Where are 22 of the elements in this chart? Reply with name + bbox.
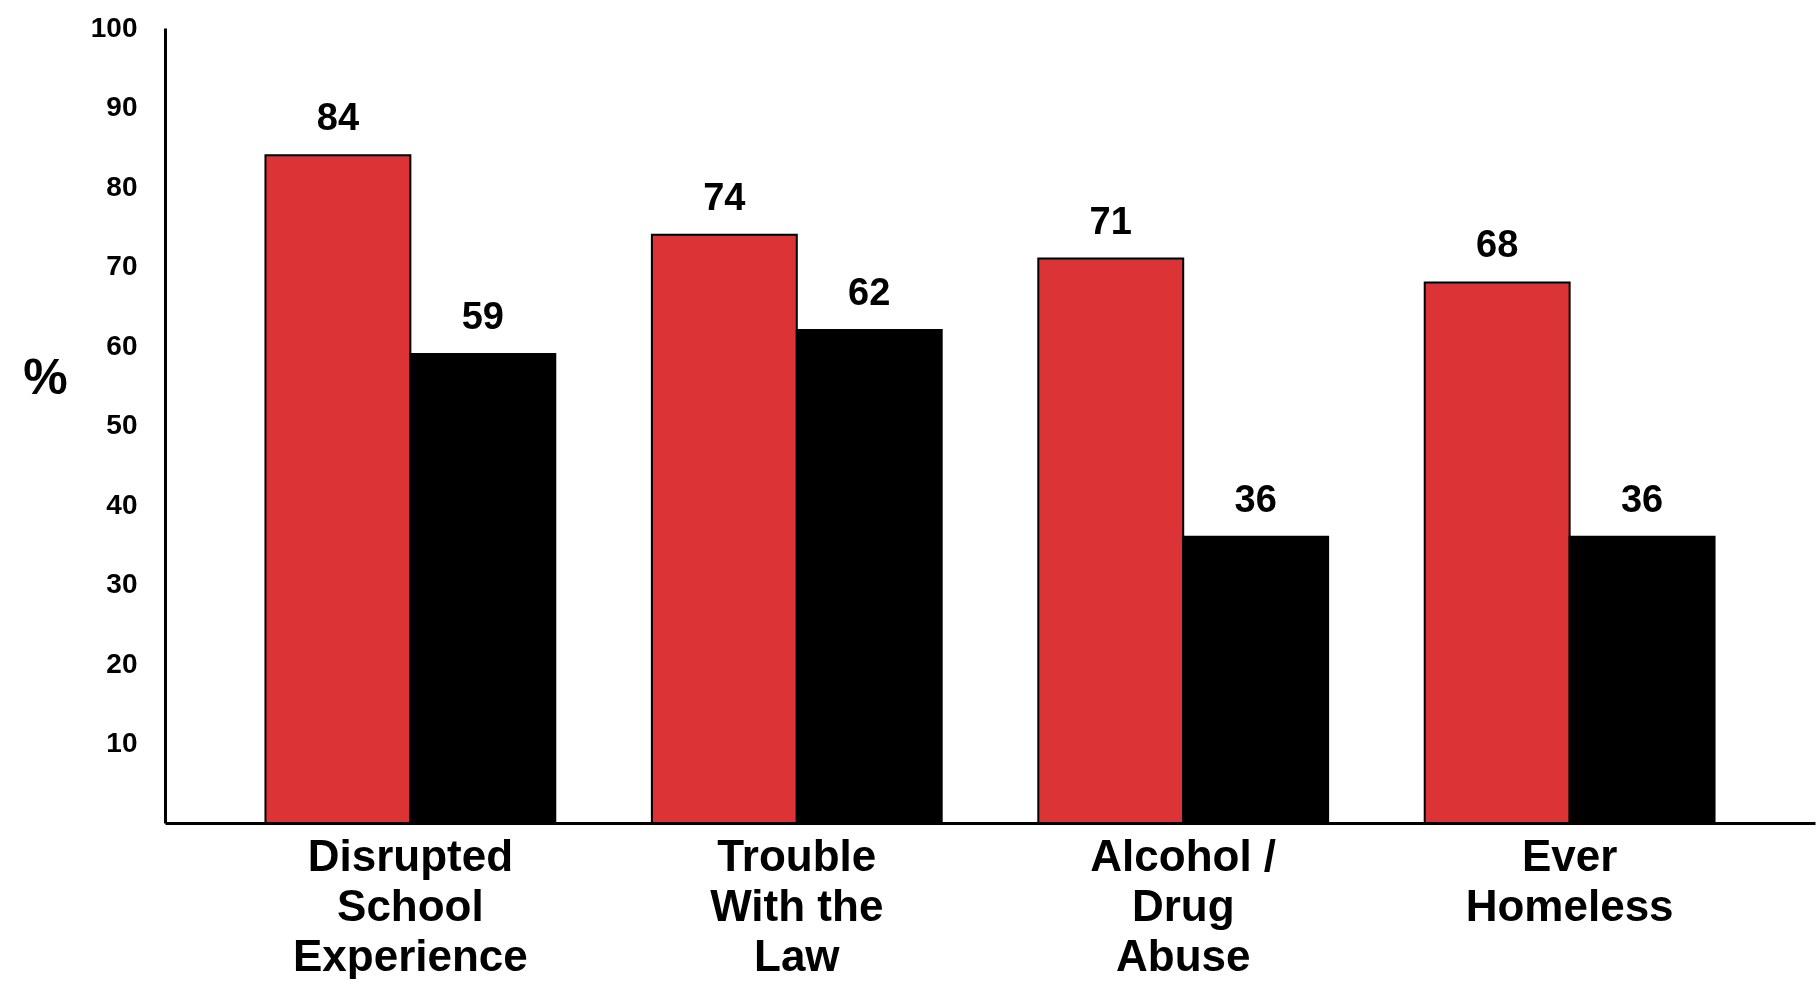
y-tick-label: 30	[106, 568, 138, 599]
data-label: 36	[1620, 477, 1664, 520]
y-tick-label: 100	[90, 11, 138, 43]
y-tick-label: 90	[106, 91, 138, 122]
y-tick-label: 80	[106, 170, 138, 202]
y-tick-label: 10	[106, 727, 138, 758]
data-label: 71	[1089, 199, 1132, 242]
data-label: 68	[1476, 223, 1519, 266]
data-label: 59	[461, 294, 504, 337]
x-tick-label: Ever Homeless	[1465, 830, 1674, 930]
data-label: 74	[703, 175, 746, 218]
x-tick-label: Trouble With the Law	[710, 830, 884, 980]
y-tick-label: 20	[106, 647, 138, 679]
data-label: 84	[316, 96, 360, 139]
y-tick-label: 40	[106, 488, 138, 520]
data-label: 62	[848, 271, 891, 314]
data-label: 36	[1234, 477, 1277, 520]
x-tick-label: Alcohol / Drug Abuse	[1090, 830, 1277, 980]
y-axis-title: %	[23, 348, 68, 405]
y-tick-label: 50	[106, 409, 138, 440]
y-tick-label: 60	[106, 329, 138, 361]
y-tick-label: 70	[106, 250, 138, 281]
